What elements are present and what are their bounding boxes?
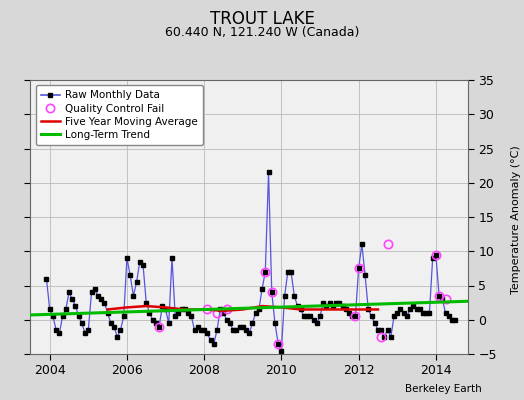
Text: Berkeley Earth: Berkeley Earth: [406, 384, 482, 394]
Legend: Raw Monthly Data, Quality Control Fail, Five Year Moving Average, Long-Term Tren: Raw Monthly Data, Quality Control Fail, …: [36, 85, 203, 145]
Text: 60.440 N, 121.240 W (Canada): 60.440 N, 121.240 W (Canada): [165, 26, 359, 39]
Text: Temperature Anomaly (°C): Temperature Anomaly (°C): [511, 146, 521, 294]
Text: TROUT LAKE: TROUT LAKE: [210, 10, 314, 28]
